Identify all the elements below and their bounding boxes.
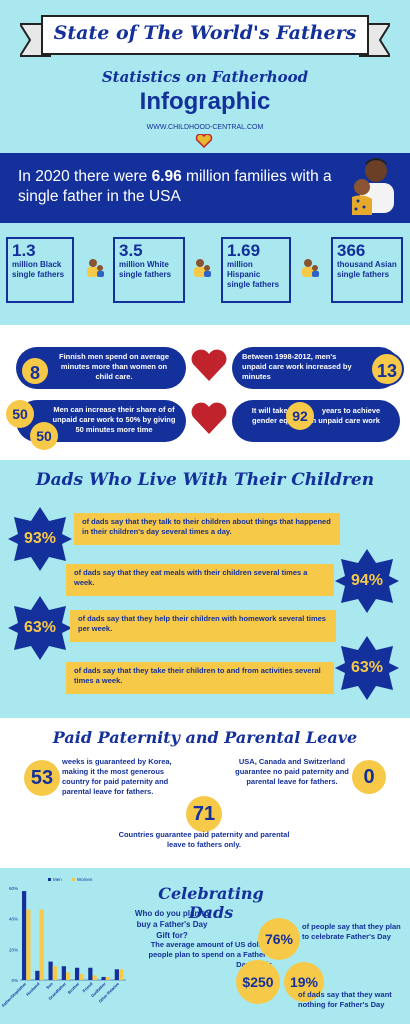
heart-icon bbox=[191, 402, 227, 434]
korea-text: weeks is guaranteed by Korea, making it … bbox=[62, 757, 172, 796]
legend-label: Men bbox=[53, 877, 62, 882]
stat-label: million Hispanic single fathers bbox=[227, 260, 280, 289]
plan-text: of people say that they plan to celebrat… bbox=[302, 922, 401, 941]
intro-band: In 2020 there were 6.96 million families… bbox=[0, 153, 410, 223]
years-pill: It will take years to achieve gender equ… bbox=[232, 400, 400, 442]
increase-text: Men can increase their share of of unpai… bbox=[52, 405, 176, 434]
bar-men bbox=[48, 961, 53, 980]
years-pre: It will take bbox=[251, 406, 288, 415]
stat-number: 1.3 bbox=[12, 241, 36, 260]
legend-swatch bbox=[48, 878, 51, 881]
page-title: Infographic bbox=[139, 88, 271, 115]
plan-number-badge: 76% bbox=[258, 918, 300, 960]
stat-label: million Black single fathers bbox=[12, 260, 65, 279]
bar-women bbox=[65, 972, 71, 980]
heart-logo-icon bbox=[195, 134, 213, 148]
banner-title: State of The World's Fathers bbox=[53, 22, 357, 44]
stat-hispanic-fathers: 1.69 million Hispanic single fathers bbox=[221, 237, 291, 303]
dads-text-3: of dads say that they help their childre… bbox=[70, 610, 336, 642]
father-child-icon bbox=[302, 259, 319, 277]
finnish-text: Finnish men spend on average minutes mor… bbox=[58, 352, 170, 381]
gift-question: Who do you plan to buy a Father's Day Gi… bbox=[134, 909, 210, 940]
nothing-number-badge: 19% bbox=[284, 962, 324, 1002]
countries-number-badge: 71 bbox=[186, 796, 222, 832]
stat-label: thousand Asian single fathers bbox=[337, 260, 397, 279]
heart-icon bbox=[191, 349, 227, 381]
leave-section bbox=[0, 718, 410, 868]
years-post: years to achieve gender equality in unpa… bbox=[252, 406, 381, 425]
bar-women bbox=[52, 966, 57, 980]
dads-text-4: of dads say that they take their childre… bbox=[66, 662, 334, 694]
dads-pct-3: 63% bbox=[23, 619, 57, 636]
category-label: Father/Stepfather bbox=[2, 981, 28, 1008]
bar-men bbox=[35, 970, 40, 980]
header: State of The World's Fathers Statistics … bbox=[0, 0, 410, 148]
stat-number: 1.69 bbox=[227, 241, 261, 260]
bar-men bbox=[74, 967, 80, 980]
stat-number: 3.5 bbox=[119, 241, 143, 260]
stat-asian-fathers: 366 thousand Asian single fathers bbox=[331, 237, 403, 303]
star-badge bbox=[8, 596, 72, 660]
intro-prefix: In 2020 there were bbox=[18, 168, 152, 185]
korea-number-badge: 53 bbox=[24, 760, 60, 796]
dads-pct-2: 94% bbox=[350, 572, 384, 589]
dads-pct-1: 93% bbox=[23, 530, 57, 547]
bar-men bbox=[88, 967, 93, 980]
zero-number-badge: 0 bbox=[352, 760, 386, 794]
star-badge bbox=[335, 549, 399, 613]
intro-highlight: 6.96 bbox=[151, 168, 182, 185]
bar-women bbox=[92, 975, 97, 980]
dads-text-2: of dads say that they eat meals with the… bbox=[66, 564, 334, 596]
y-tick-label: 60% bbox=[9, 886, 18, 891]
bar-men bbox=[21, 891, 27, 980]
stat-black-fathers: 1.3 million Black single fathers bbox=[6, 237, 74, 303]
leave-heading: Paid Paternity and Parental Leave bbox=[52, 728, 358, 747]
legend-label: Women bbox=[77, 877, 93, 882]
increase-number-badge-b: 50 bbox=[30, 422, 58, 450]
increase-number-badge-a: 50 bbox=[6, 400, 34, 428]
bar-women bbox=[79, 973, 84, 980]
zero-text: USA, Canada and Switzerland guarantee no… bbox=[235, 757, 349, 786]
stat-label: million White single fathers bbox=[119, 260, 172, 279]
y-tick-label: 0% bbox=[11, 978, 18, 983]
intro-text: In 2020 there were 6.96 million families… bbox=[18, 167, 348, 207]
nothing-text: of dads say that they want nothing for F… bbox=[298, 990, 392, 1009]
intro-suffix: million families with a single father in… bbox=[18, 168, 332, 205]
star-badge bbox=[8, 507, 72, 571]
category-label: Son bbox=[45, 981, 54, 990]
gift-chart: 0% 20% 40% 60% Men Women Father/StepfatherHusb… bbox=[2, 877, 126, 1008]
bar-women bbox=[39, 909, 44, 980]
celebrate-heading: Celebrating Dads bbox=[158, 884, 264, 922]
bar-men bbox=[61, 966, 66, 980]
category-label: Husband bbox=[25, 981, 41, 997]
y-tick-label: 20% bbox=[9, 947, 18, 952]
father-child-icon bbox=[87, 259, 104, 277]
banner-ribbon bbox=[20, 15, 390, 57]
bar-women bbox=[105, 976, 110, 980]
stat-white-fathers: 3.5 million White single fathers bbox=[113, 237, 185, 303]
category-label: Brother bbox=[67, 981, 81, 995]
bar-men bbox=[101, 976, 106, 980]
bar-men bbox=[114, 969, 119, 980]
between-pill: Between 1998-2012, men's unpaid care wor… bbox=[232, 347, 400, 389]
star-badge bbox=[335, 636, 399, 700]
dads-pct-4: 63% bbox=[350, 659, 384, 676]
countries-text: Countries guarantee paid paternity and p… bbox=[118, 830, 290, 849]
bar-women bbox=[26, 909, 31, 980]
legend-swatch bbox=[72, 878, 75, 881]
bar-women bbox=[118, 969, 124, 980]
y-tick-label: 40% bbox=[9, 917, 18, 922]
subtitle: Statistics on Fatherhood bbox=[101, 68, 309, 86]
between-text: Between 1998-2012, men's unpaid care wor… bbox=[242, 352, 352, 381]
years-number-badge: 92 bbox=[286, 402, 314, 430]
finnish-number-badge: 8 bbox=[20, 356, 50, 386]
father-child-icon bbox=[194, 259, 211, 277]
spend-number-badge: $250 bbox=[236, 960, 280, 1004]
father-child-illustration-icon bbox=[352, 158, 394, 215]
site-url[interactable]: WWW.CHILDHOOD-CENTRAL.COM bbox=[146, 124, 264, 131]
dads-heading: Dads Who Live With Their Children bbox=[35, 470, 375, 490]
stat-number: 366 bbox=[337, 241, 366, 260]
dads-text-1: of dads say that they talk to their chil… bbox=[74, 513, 340, 545]
between-number-badge: 13 bbox=[370, 352, 404, 386]
